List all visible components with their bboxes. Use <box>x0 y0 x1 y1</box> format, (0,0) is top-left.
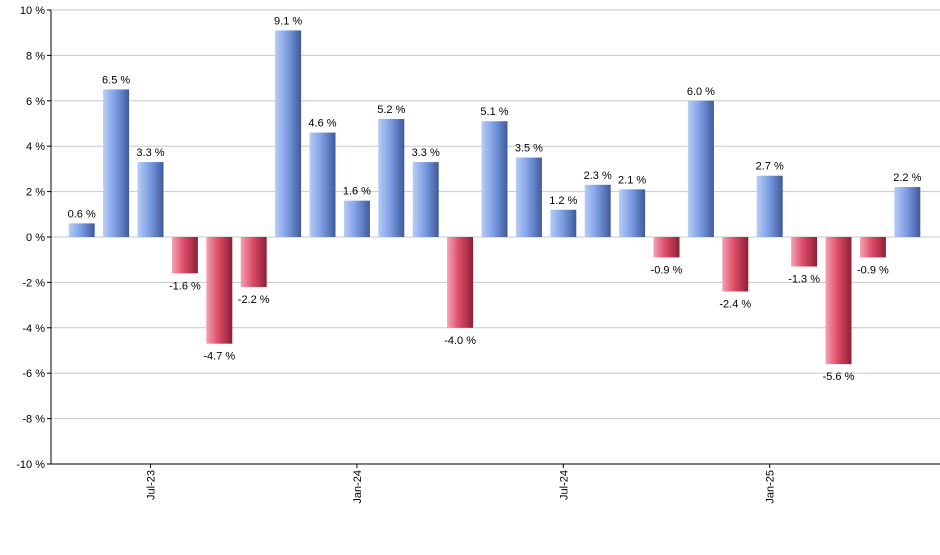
value-label: 9.1 % <box>274 15 302 27</box>
bar-negative <box>447 237 474 328</box>
value-label: -0.9 % <box>651 264 683 276</box>
bar-positive <box>550 209 577 237</box>
bar-positive <box>68 223 95 237</box>
value-label: 0.6 % <box>68 208 96 220</box>
value-label: -1.6 % <box>169 280 201 292</box>
x-tick-labels: Jul-23 Jan-24 Jul-24 Jan-25 <box>146 470 777 504</box>
value-label: 1.6 % <box>343 186 371 198</box>
value-label: -5.6 % <box>823 371 855 383</box>
y-tick-label: -4 % <box>22 323 45 335</box>
value-labels: 0.6 % 6.5 % 3.3 % -1.6 % -4.7 % -2.2 % 9.1 % 4.… <box>68 15 922 383</box>
value-label: -1.3 % <box>788 274 820 286</box>
y-tick-label: -8 % <box>22 414 45 426</box>
value-label: 4.6 % <box>308 118 336 130</box>
y-tick-labels: -10 % -8 % -6 % -4 % -2 % 0 % 2 % 4 % 6 % 8 % 10 % <box>16 5 45 471</box>
value-label: 2.1 % <box>618 174 646 186</box>
bar-negative <box>791 237 818 267</box>
bar-positive <box>687 100 714 237</box>
bar-positive <box>515 157 542 237</box>
bar-positive <box>103 89 130 237</box>
bar-positive <box>481 121 508 237</box>
value-label: 2.7 % <box>756 161 784 173</box>
value-label: 2.2 % <box>893 172 921 184</box>
value-label: 6.5 % <box>102 74 130 86</box>
value-label: 1.2 % <box>549 195 577 207</box>
y-tick-label: 10 % <box>20 5 45 17</box>
y-tick-label: 6 % <box>26 96 45 108</box>
value-label: 5.2 % <box>377 104 405 116</box>
value-label: 3.3 % <box>136 147 164 159</box>
value-label: -0.9 % <box>857 264 889 276</box>
bar-positive <box>343 200 370 237</box>
bar-positive <box>137 162 164 237</box>
bar-negative <box>240 237 267 287</box>
value-label: -2.4 % <box>719 298 751 310</box>
value-label: 3.5 % <box>515 143 543 155</box>
y-tick-label: -6 % <box>22 368 45 380</box>
value-label: -2.2 % <box>238 294 270 306</box>
bar-negative <box>859 237 886 258</box>
x-tick-label: Jan-24 <box>352 470 364 504</box>
x-tick-label: Jan-25 <box>765 470 777 504</box>
value-label: -4.7 % <box>203 351 235 363</box>
value-label: 6.0 % <box>687 86 715 98</box>
y-tick-label: 2 % <box>26 187 45 199</box>
value-label: 5.1 % <box>480 106 508 118</box>
bar-positive <box>756 175 783 237</box>
bars <box>68 30 921 365</box>
bar-positive <box>894 187 921 237</box>
y-tick-label: -2 % <box>22 277 45 289</box>
axes <box>47 9 940 468</box>
bar-positive <box>378 118 405 237</box>
bar-positive <box>412 162 439 237</box>
y-tick-label: 8 % <box>26 50 45 62</box>
bar-positive <box>275 30 302 238</box>
bar-positive <box>584 184 611 237</box>
x-tick-label: Jul-23 <box>146 470 158 500</box>
value-label: 3.3 % <box>412 147 440 159</box>
bar-negative <box>171 237 198 274</box>
bar-positive <box>309 132 336 237</box>
x-tick-label: Jul-24 <box>558 470 570 500</box>
y-tick-label: 0 % <box>26 232 45 244</box>
value-label: -4.0 % <box>444 335 476 347</box>
y-tick-label: 4 % <box>26 141 45 153</box>
bar-negative <box>206 237 233 344</box>
bar-negative <box>653 237 680 258</box>
y-tick-label: -10 % <box>16 459 45 471</box>
bar-positive <box>619 189 646 237</box>
value-label: 2.3 % <box>584 170 612 182</box>
bar-negative <box>825 237 852 365</box>
bar-negative <box>722 237 749 292</box>
